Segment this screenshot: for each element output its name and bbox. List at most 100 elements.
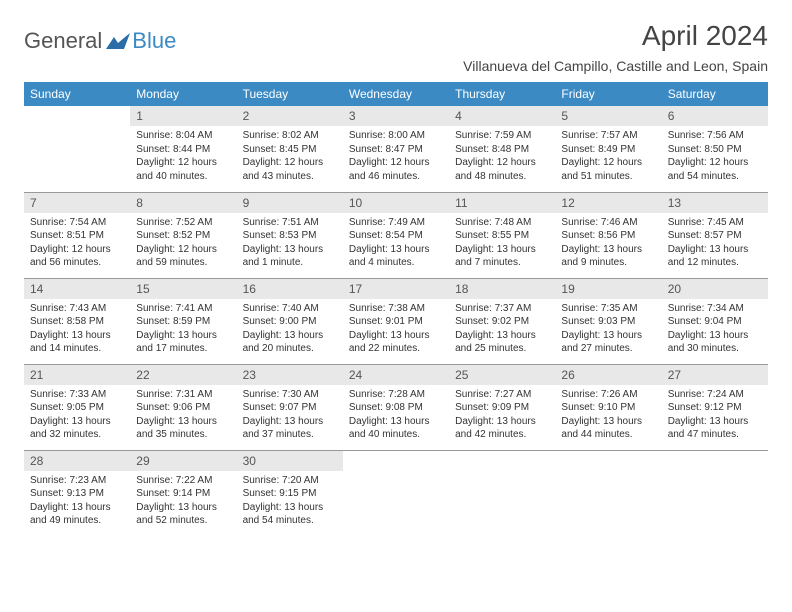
sunset-text: Sunset: 9:04 PM: [668, 315, 762, 329]
sunset-text: Sunset: 8:53 PM: [243, 229, 337, 243]
sunset-text: Sunset: 9:12 PM: [668, 401, 762, 415]
day-number: 5: [555, 106, 661, 126]
daylight-text: Daylight: 12 hours and 59 minutes.: [136, 243, 230, 270]
sunrise-text: Sunrise: 7:59 AM: [455, 129, 549, 143]
daylight-text: Daylight: 12 hours and 43 minutes.: [243, 156, 337, 183]
daylight-text: Daylight: 13 hours and 42 minutes.: [455, 415, 549, 442]
daylight-text: Daylight: 12 hours and 40 minutes.: [136, 156, 230, 183]
sunset-text: Sunset: 8:48 PM: [455, 143, 549, 157]
sunrise-text: Sunrise: 7:52 AM: [136, 216, 230, 230]
day-number: 16: [237, 279, 343, 299]
calendar-cell: 26 Sunrise: 7:26 AMSunset: 9:10 PMDayligh…: [555, 364, 661, 450]
logo: General Blue: [24, 28, 176, 54]
calendar-cell: 23Sunrise: 7:30 AMSunset: 9:07 PMDayligh…: [237, 364, 343, 450]
sunset-text: Sunset: 9:05 PM: [30, 401, 124, 415]
day-number: 10: [343, 193, 449, 213]
day-number: 6: [662, 106, 768, 126]
calendar-cell: 30Sunrise: 7:20 AMSunset: 9:15 PMDayligh…: [237, 450, 343, 536]
month-title: April 2024: [463, 20, 768, 52]
daylight-text: Daylight: 13 hours and 52 minutes.: [136, 501, 230, 528]
day-number: 8: [130, 193, 236, 213]
calendar-row: 1Sunrise: 8:04 AMSunset: 8:44 PMDaylight…: [24, 106, 768, 192]
calendar-cell: [555, 450, 661, 536]
daylight-text: Daylight: 13 hours and 37 minutes.: [243, 415, 337, 442]
calendar-cell: 6Sunrise: 7:56 AMSunset: 8:50 PMDaylight…: [662, 106, 768, 192]
sunrise-text: Sunrise: 7:26 AM: [561, 388, 655, 402]
daylight-text: Daylight: 13 hours and 9 minutes.: [561, 243, 655, 270]
sunset-text: Sunset: 8:49 PM: [561, 143, 655, 157]
sunset-text: Sunset: 8:47 PM: [349, 143, 443, 157]
daylight-text: Daylight: 12 hours and 48 minutes.: [455, 156, 549, 183]
day-number: 23: [237, 365, 343, 385]
sunrise-text: Sunrise: 7:43 AM: [30, 302, 124, 316]
day-number: 14: [24, 279, 130, 299]
daylight-text: Daylight: 13 hours and 49 minutes.: [30, 501, 124, 528]
day-number: 22: [130, 365, 236, 385]
sunset-text: Sunset: 8:45 PM: [243, 143, 337, 157]
daylight-text: Daylight: 12 hours and 46 minutes.: [349, 156, 443, 183]
sunrise-text: Sunrise: 7:22 AM: [136, 474, 230, 488]
sunset-text: Sunset: 9:10 PM: [561, 401, 655, 415]
sunrise-text: Sunrise: 7:35 AM: [561, 302, 655, 316]
daylight-text: Daylight: 13 hours and 14 minutes.: [30, 329, 124, 356]
day-number: 15: [130, 279, 236, 299]
calendar-row: 28Sunrise: 7:23 AMSunset: 9:13 PMDayligh…: [24, 450, 768, 536]
dow-header: Monday: [130, 82, 236, 106]
calendar-cell: [343, 450, 449, 536]
day-number: 24: [343, 365, 449, 385]
sunrise-text: Sunrise: 7:41 AM: [136, 302, 230, 316]
day-number: 17: [343, 279, 449, 299]
daylight-text: Daylight: 13 hours and 17 minutes.: [136, 329, 230, 356]
sunrise-text: Sunrise: 8:04 AM: [136, 129, 230, 143]
sunrise-text: Sunrise: 7:51 AM: [243, 216, 337, 230]
day-number: 11: [449, 193, 555, 213]
calendar-cell: 3Sunrise: 8:00 AMSunset: 8:47 PMDaylight…: [343, 106, 449, 192]
calendar-cell: 11Sunrise: 7:48 AMSunset: 8:55 PMDayligh…: [449, 192, 555, 278]
sunrise-text: Sunrise: 8:00 AM: [349, 129, 443, 143]
daylight-text: Daylight: 13 hours and 44 minutes.: [561, 415, 655, 442]
sunset-text: Sunset: 9:03 PM: [561, 315, 655, 329]
sunrise-text: Sunrise: 7:40 AM: [243, 302, 337, 316]
title-block: April 2024 Villanueva del Campillo, Cast…: [463, 20, 768, 74]
calendar-cell: 1Sunrise: 8:04 AMSunset: 8:44 PMDaylight…: [130, 106, 236, 192]
sunrise-text: Sunrise: 7:46 AM: [561, 216, 655, 230]
calendar-row: 21Sunrise: 7:33 AMSunset: 9:05 PMDayligh…: [24, 364, 768, 450]
dow-header: Thursday: [449, 82, 555, 106]
calendar-cell: 24Sunrise: 7:28 AMSunset: 9:08 PMDayligh…: [343, 364, 449, 450]
calendar-cell: 22Sunrise: 7:31 AMSunset: 9:06 PMDayligh…: [130, 364, 236, 450]
sunset-text: Sunset: 9:09 PM: [455, 401, 549, 415]
daylight-text: Daylight: 12 hours and 56 minutes.: [30, 243, 124, 270]
sunrise-text: Sunrise: 7:48 AM: [455, 216, 549, 230]
day-number: 29: [130, 451, 236, 471]
day-number: 20: [662, 279, 768, 299]
calendar-head: Sunday Monday Tuesday Wednesday Thursday…: [24, 82, 768, 106]
daylight-text: Daylight: 12 hours and 54 minutes.: [668, 156, 762, 183]
calendar-row: 14Sunrise: 7:43 AMSunset: 8:58 PMDayligh…: [24, 278, 768, 364]
day-number: 26: [555, 365, 661, 385]
sunrise-text: Sunrise: 7:23 AM: [30, 474, 124, 488]
day-number: 18: [449, 279, 555, 299]
day-number: 28: [24, 451, 130, 471]
calendar-cell: 8Sunrise: 7:52 AMSunset: 8:52 PMDaylight…: [130, 192, 236, 278]
calendar-cell: [662, 450, 768, 536]
calendar-cell: 12Sunrise: 7:46 AMSunset: 8:56 PMDayligh…: [555, 192, 661, 278]
daylight-text: Daylight: 13 hours and 54 minutes.: [243, 501, 337, 528]
sunset-text: Sunset: 9:00 PM: [243, 315, 337, 329]
calendar-cell: [24, 106, 130, 192]
calendar-cell: 17Sunrise: 7:38 AMSunset: 9:01 PMDayligh…: [343, 278, 449, 364]
daylight-text: Daylight: 13 hours and 1 minute.: [243, 243, 337, 270]
calendar-cell: 29Sunrise: 7:22 AMSunset: 9:14 PMDayligh…: [130, 450, 236, 536]
logo-text-blue: Blue: [132, 28, 176, 54]
day-number: 4: [449, 106, 555, 126]
calendar-cell: 18Sunrise: 7:37 AMSunset: 9:02 PMDayligh…: [449, 278, 555, 364]
day-number: 2: [237, 106, 343, 126]
daylight-text: Daylight: 13 hours and 32 minutes.: [30, 415, 124, 442]
calendar-cell: 20Sunrise: 7:34 AMSunset: 9:04 PMDayligh…: [662, 278, 768, 364]
sunrise-text: Sunrise: 7:27 AM: [455, 388, 549, 402]
calendar-cell: 25Sunrise: 7:27 AMSunset: 9:09 PMDayligh…: [449, 364, 555, 450]
dow-header: Saturday: [662, 82, 768, 106]
calendar-row: 7Sunrise: 7:54 AMSunset: 8:51 PMDaylight…: [24, 192, 768, 278]
sunrise-text: Sunrise: 7:31 AM: [136, 388, 230, 402]
sunrise-text: Sunrise: 7:24 AM: [668, 388, 762, 402]
day-number: 13: [662, 193, 768, 213]
